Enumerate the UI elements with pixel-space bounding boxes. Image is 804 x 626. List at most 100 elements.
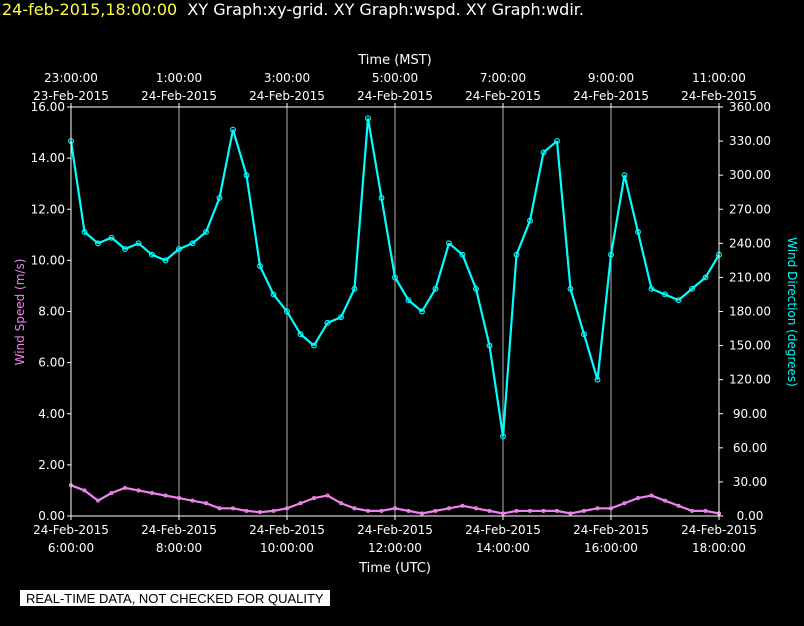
plot-area: 0.00 2.00 4.00 6.00 8.00 10.00 12.00 14.00 16.00… — [31, 71, 771, 555]
series-segment — [124, 486, 139, 492]
series-segment — [69, 140, 86, 233]
series-segment — [461, 254, 478, 290]
top-tick-date: 24-Feb-2015 — [681, 89, 757, 103]
series-segment — [636, 231, 653, 290]
data-point — [419, 308, 425, 315]
right-tick-label: 120.00 — [729, 373, 771, 387]
top-tick-time: 9:00:00 — [588, 71, 634, 85]
right-tick-label: 240.00 — [729, 236, 771, 250]
series-segment — [366, 118, 383, 199]
series-segment — [555, 140, 572, 289]
series-segment — [704, 254, 720, 278]
series-segment — [326, 494, 342, 505]
series-segment — [340, 288, 356, 318]
series-segment — [340, 502, 355, 510]
series-segment — [218, 129, 235, 199]
top-tick-time: 5:00:00 — [372, 71, 418, 85]
left-tick-label: 4.00 — [38, 407, 65, 421]
bottom-tick-time: 12:00:00 — [368, 541, 422, 555]
data-point — [162, 257, 169, 264]
top-tick-time: 1:00:00 — [156, 71, 202, 85]
series-segment — [192, 499, 207, 505]
series-segment — [205, 502, 220, 510]
bottom-axis-title: Time (UTC) — [358, 561, 431, 576]
left-tick-label: 6.00 — [38, 356, 65, 370]
series-segment — [705, 509, 720, 515]
series-segment — [609, 174, 626, 255]
left-tick-label: 14.00 — [31, 151, 65, 165]
right-tick-label: 330.00 — [729, 134, 771, 148]
right-tick-label: 90.00 — [733, 407, 767, 421]
series-segment — [489, 509, 504, 515]
series-segment — [111, 486, 126, 495]
series-segment — [286, 502, 301, 510]
series-segment — [178, 497, 193, 502]
series-segment — [637, 494, 652, 500]
data-point — [270, 291, 277, 298]
series-segment — [353, 118, 370, 289]
series-segment — [623, 174, 640, 233]
left-axis-title: Wind Speed (m/s) — [13, 259, 27, 366]
series-segment — [501, 254, 518, 437]
top-tick-date: 24-Feb-2015 — [357, 89, 433, 103]
series-segment — [651, 494, 666, 502]
timestamp: 24-feb-2015,18:00:00 — [2, 0, 178, 19]
series-segment — [475, 507, 490, 512]
series-segment — [204, 197, 221, 233]
series-segment — [610, 502, 625, 510]
bottom-tick-time: 18:00:00 — [692, 541, 746, 555]
series-segment — [434, 243, 451, 290]
series-segment — [448, 504, 463, 510]
series-segment — [83, 489, 99, 502]
series-segment — [394, 276, 410, 301]
series-segment — [231, 129, 248, 176]
data-point — [405, 297, 412, 304]
series-segment — [488, 345, 505, 437]
series-segment — [300, 497, 315, 505]
series-segment — [380, 197, 397, 278]
data-point — [81, 229, 88, 235]
top-axis-title: Time (MST) — [357, 53, 432, 68]
bottom-tick-time: 10:00:00 — [260, 541, 314, 555]
series-segment — [408, 509, 423, 515]
data-point — [689, 285, 695, 292]
series-segment — [97, 492, 113, 502]
right-tick-label: 360.00 — [729, 100, 771, 114]
data-point — [135, 240, 142, 247]
series-segment — [272, 293, 288, 313]
top-tick-time: 7:00:00 — [480, 71, 526, 85]
bottom-tick-date: 24-Feb-2015 — [573, 523, 649, 537]
bottom-tick-date: 24-Feb-2015 — [465, 523, 541, 537]
series-segment — [664, 499, 679, 507]
series-segment — [502, 509, 517, 515]
series-segment — [313, 494, 328, 500]
graph-list: XY Graph:xy-grid. XY Graph:wspd. XY Grap… — [187, 0, 584, 19]
series-segment — [273, 507, 288, 512]
bottom-tick-date: 24-Feb-2015 — [357, 523, 433, 537]
data-point — [297, 331, 304, 338]
series-segment — [286, 310, 302, 335]
bottom-tick-date: 24-Feb-2015 — [249, 523, 325, 537]
series-segment — [421, 509, 436, 515]
series-segment — [259, 509, 274, 514]
data-point — [108, 234, 115, 241]
bottom-tick-time: 14:00:00 — [476, 541, 530, 555]
series-segment — [246, 509, 261, 514]
series-segment — [569, 288, 586, 335]
top-tick-date: 24-Feb-2015 — [141, 89, 217, 103]
series-segment — [138, 489, 153, 495]
series-segment — [70, 484, 85, 492]
right-axis-title: Wind Direction (degrees) — [785, 237, 799, 387]
series-segment — [462, 504, 477, 510]
series-segment — [515, 220, 532, 256]
series-segment — [259, 265, 275, 295]
series-segment — [678, 504, 693, 512]
quality-disclaimer: REAL-TIME DATA, NOT CHECKED FOR QUALITY — [20, 590, 330, 606]
right-tick-label: 300.00 — [729, 168, 771, 182]
top-tick-date: 24-Feb-2015 — [573, 89, 649, 103]
series-segment — [583, 507, 598, 512]
series-segment — [435, 507, 450, 512]
series-segment — [421, 288, 437, 313]
series-segment — [151, 491, 166, 497]
